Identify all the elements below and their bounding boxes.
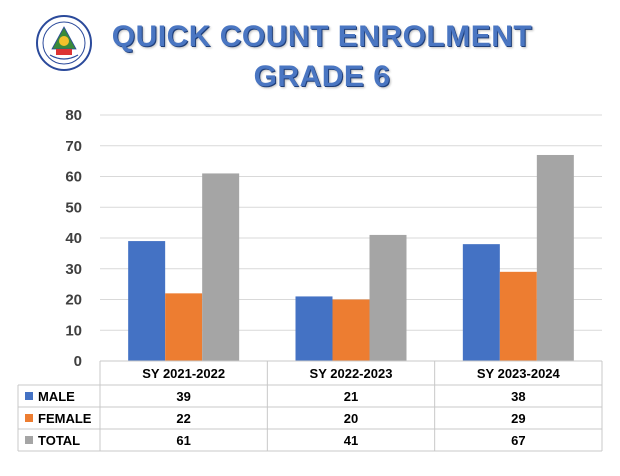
category-label: SY 2023-2024 <box>477 366 561 381</box>
y-tick-label: 10 <box>65 322 82 339</box>
series-label: FEMALE <box>38 411 92 426</box>
y-axis-ticks: 0 10 20 30 40 50 60 70 80 <box>65 107 82 370</box>
bar-male <box>128 241 166 361</box>
data-table: SY 2021-2022 SY 2022-2023 SY 2023-2024 MALE… <box>17 360 603 452</box>
table-cell-value: 67 <box>511 433 525 448</box>
y-tick-label: 70 <box>65 138 82 155</box>
chart-title-line2: GRADE 6 <box>253 60 391 93</box>
category-label: SY 2021-2022 <box>142 366 225 381</box>
table-cell-value: 22 <box>176 411 190 426</box>
bar-total <box>369 234 407 361</box>
legend-key-total <box>25 436 33 444</box>
school-seal-logo <box>36 15 92 71</box>
series-label: TOTAL <box>38 433 80 448</box>
bar-total <box>202 173 240 361</box>
y-tick-label: 0 <box>74 353 82 370</box>
table-cell-value: 20 <box>344 411 358 426</box>
bar-male <box>295 296 333 361</box>
bar-female <box>165 293 203 361</box>
table-cell-value: 38 <box>511 389 525 404</box>
bars <box>128 154 574 361</box>
y-tick-label: 20 <box>65 292 82 309</box>
y-tick-label: 50 <box>65 199 82 216</box>
legend-key-female <box>25 414 33 422</box>
legend-key-male <box>25 392 33 400</box>
series-label: MALE <box>38 389 75 404</box>
table-cell-value: 61 <box>176 433 190 448</box>
chart-title-line1: QUICK COUNT ENROLMENT <box>111 20 533 53</box>
bar-total <box>536 154 574 361</box>
y-tick-label: 80 <box>65 107 82 124</box>
bar-male <box>462 244 500 361</box>
table-cell-value: 39 <box>176 389 190 404</box>
y-tick-label: 60 <box>65 169 82 186</box>
table-cell-value: 21 <box>344 389 358 404</box>
bar-female <box>332 299 370 361</box>
table-cell-value: 41 <box>344 433 358 448</box>
y-tick-label: 40 <box>65 230 82 247</box>
table-cell-value: 29 <box>511 411 525 426</box>
category-label: SY 2022-2023 <box>310 366 393 381</box>
y-tick-label: 30 <box>65 261 82 278</box>
bar-female <box>499 271 537 361</box>
